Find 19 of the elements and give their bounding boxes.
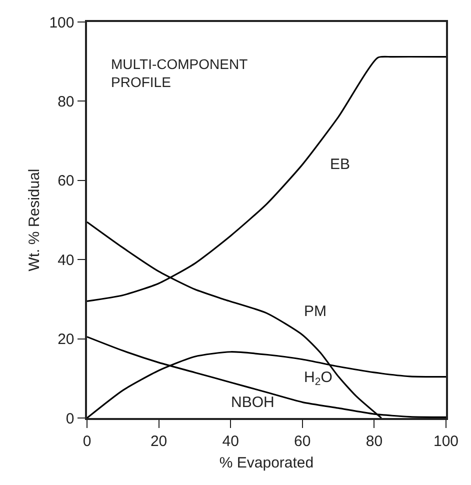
series-label: PM — [304, 303, 326, 320]
series-label: NBOH — [231, 394, 274, 411]
series-label: EB — [330, 156, 350, 173]
y-tick-label: 60 — [58, 172, 74, 190]
y-tick-label: 40 — [58, 252, 74, 269]
x-tick-label: 80 — [366, 432, 383, 450]
x-axis-title: % Evaporated — [219, 454, 314, 472]
x-tick-label: 40 — [222, 432, 239, 450]
x-tick-label: 20 — [150, 432, 168, 450]
x-tick-label: 100 — [433, 432, 459, 450]
y-tick-label: 20 — [58, 331, 74, 348]
series-label: H$_{2}$O — [304, 369, 332, 388]
annotation: MULTI-COMPONENT PROFILE — [111, 56, 248, 90]
y-tick-label: 80 — [58, 93, 74, 110]
y-tick-label: 100 — [49, 14, 74, 32]
x-tick-label: 60 — [294, 432, 311, 450]
y-axis-title: Wt. % Residual — [26, 168, 43, 272]
x-tick-label: 0 — [82, 432, 92, 450]
y-tick-label: 0 — [66, 410, 74, 428]
